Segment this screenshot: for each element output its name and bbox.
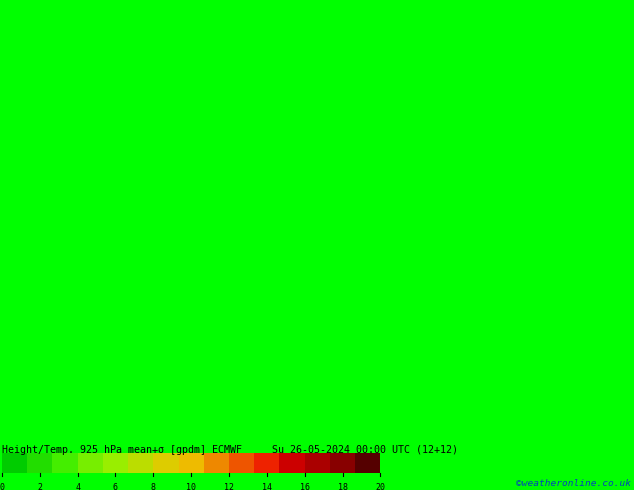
Text: 16: 16 (300, 483, 309, 490)
Bar (280, 453, 305, 473)
Text: 12: 12 (224, 483, 234, 490)
Text: 8: 8 (151, 483, 156, 490)
Bar (179, 453, 204, 473)
Bar (103, 453, 128, 473)
Bar (305, 453, 330, 473)
Bar (355, 453, 380, 473)
Text: 10: 10 (186, 483, 196, 490)
Bar (153, 453, 179, 473)
Bar (330, 453, 355, 473)
Bar (254, 453, 280, 473)
Bar (128, 453, 153, 473)
Text: 18: 18 (337, 483, 347, 490)
Text: 14: 14 (262, 483, 272, 490)
Bar (27, 453, 53, 473)
Bar (2, 453, 27, 473)
Text: 4: 4 (75, 483, 80, 490)
Bar (77, 453, 103, 473)
Text: Height/Temp. 925 hPa mean+σ [gpdm] ECMWF     Su 26-05-2024 00:00 UTC (12+12): Height/Temp. 925 hPa mean+σ [gpdm] ECMWF… (2, 445, 458, 455)
Text: 0: 0 (0, 483, 4, 490)
Text: ©weatheronline.co.uk: ©weatheronline.co.uk (516, 479, 631, 488)
Bar (204, 453, 229, 473)
Text: 6: 6 (113, 483, 118, 490)
Text: 2: 2 (37, 483, 42, 490)
Bar (229, 453, 254, 473)
Bar (53, 453, 77, 473)
Text: 20: 20 (375, 483, 385, 490)
